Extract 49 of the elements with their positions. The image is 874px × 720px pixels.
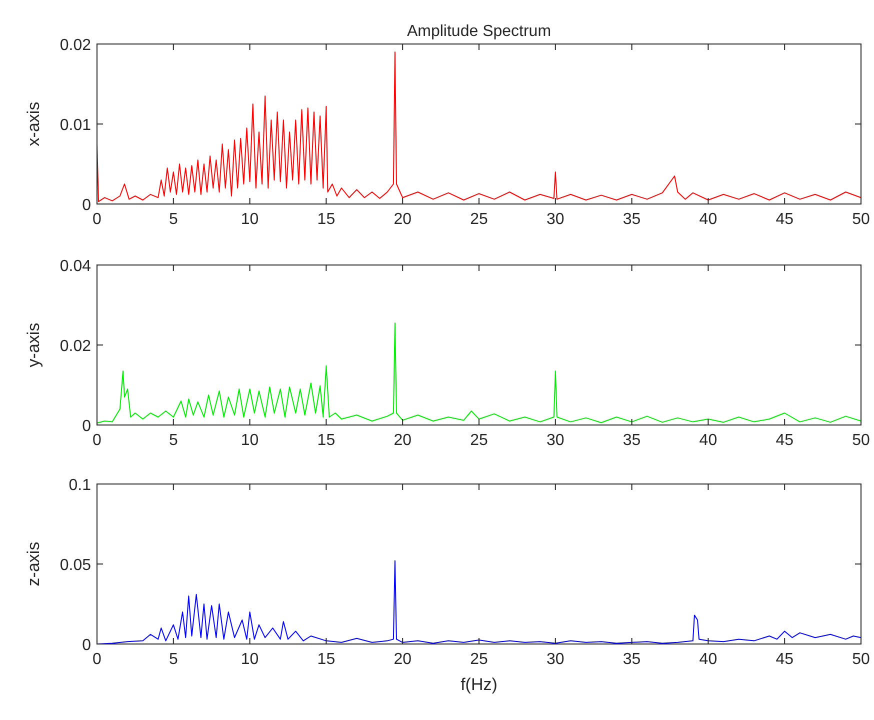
x-tick-label: 20 (394, 211, 412, 228)
x-tick-label: 20 (394, 432, 412, 449)
y-tick-label: 0 (82, 418, 92, 435)
x-tick-label: 35 (622, 432, 641, 449)
x-tick-label: 0 (92, 432, 102, 449)
x-tick-label: 10 (240, 651, 259, 668)
y-axis-title: z-axis (24, 542, 43, 586)
y-tick-label: 0.04 (60, 258, 92, 275)
x-tick-label: 5 (168, 432, 178, 449)
y-axis-title: x-axis (24, 102, 43, 146)
x-tick-label: 15 (317, 651, 336, 668)
x-tick-label: 40 (699, 211, 718, 228)
y-tick-label: 0 (82, 637, 92, 654)
x-tick-label: 25 (470, 211, 488, 228)
y-tick-label: 0.02 (60, 338, 92, 355)
x-tick-label: 30 (546, 211, 564, 228)
y-tick-label: 0.01 (60, 117, 92, 134)
x-tick-label: 5 (168, 651, 178, 668)
y-axis-title: y-axis (24, 322, 43, 368)
x-tick-label: 10 (240, 432, 259, 449)
x-tick-label: 0 (92, 651, 102, 668)
x-tick-label: 20 (394, 651, 412, 668)
x-tick-label: 35 (622, 211, 641, 228)
x-tick-label: 5 (168, 211, 178, 228)
y-tick-label: 0.05 (60, 557, 92, 574)
x-tick-label: 35 (622, 651, 641, 668)
x-tick-label: 50 (852, 651, 870, 668)
x-tick-label: 50 (852, 432, 870, 449)
line-series (96, 322, 862, 424)
line-series (96, 52, 862, 202)
x-tick-label: 50 (852, 211, 870, 228)
x-tick-label: 15 (317, 211, 336, 228)
chart-title: Amplitude Spectrum (406, 23, 552, 40)
y-tick-label: 0.1 (68, 477, 92, 494)
x-tick-label: 40 (699, 651, 718, 668)
y-tick-label: 0.02 (60, 37, 92, 54)
x-tick-label: 45 (776, 651, 794, 668)
x-axis-title: f(Hz) (460, 675, 498, 694)
y-tick-label: 0 (82, 197, 92, 214)
x-tick-label: 45 (776, 211, 794, 228)
x-tick-label: 0 (92, 211, 102, 228)
x-tick-label: 40 (699, 432, 718, 449)
x-tick-label: 30 (546, 651, 564, 668)
x-tick-label: 25 (470, 432, 488, 449)
x-tick-label: 45 (776, 432, 794, 449)
x-tick-label: 30 (546, 432, 564, 449)
x-tick-label: 15 (317, 432, 336, 449)
x-tick-label: 25 (470, 651, 488, 668)
x-tick-label: 10 (240, 211, 259, 228)
